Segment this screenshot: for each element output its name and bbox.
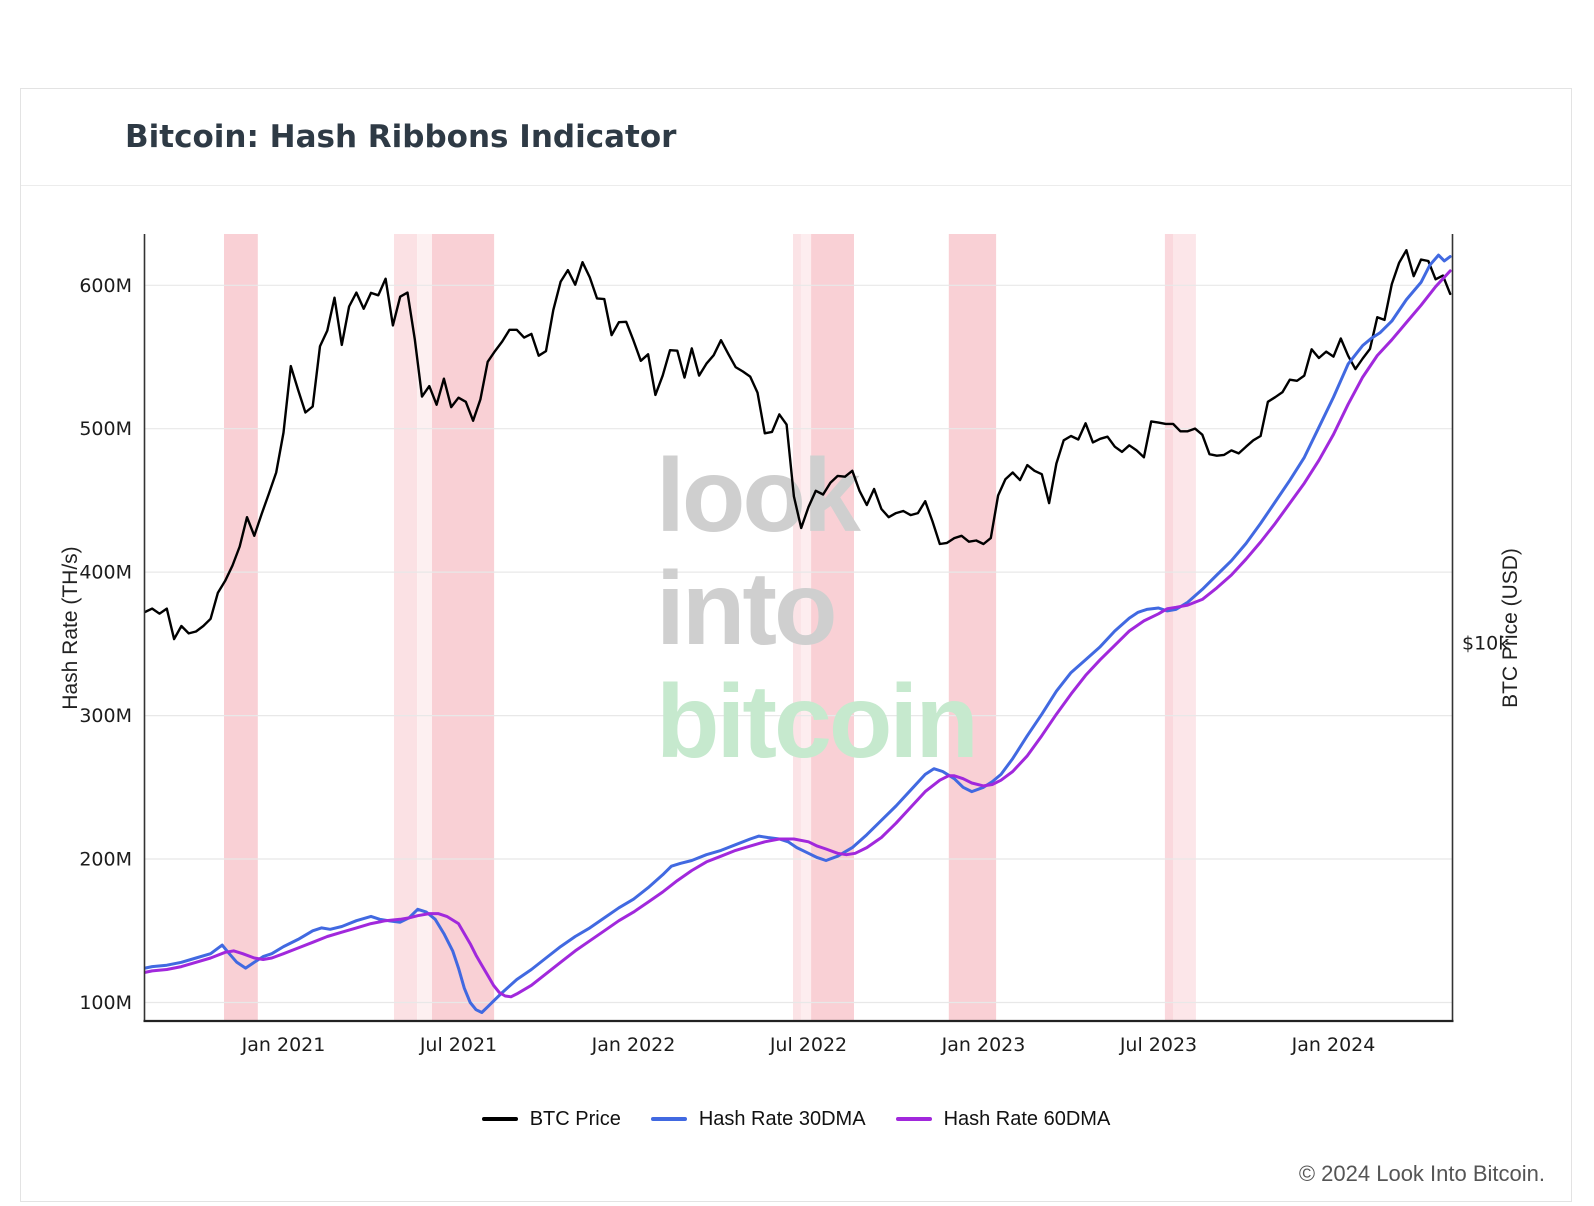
hashrate-30dma-line-swatch bbox=[650, 1117, 687, 1121]
capitulation-band bbox=[793, 234, 801, 1020]
gridlines bbox=[144, 284, 1453, 1004]
capitulation-band bbox=[417, 234, 432, 1020]
right-axis-title: BTC Price (USD) bbox=[1499, 548, 1522, 708]
capitulation-bands bbox=[224, 234, 1196, 1020]
x-axis-tick-label: Jan 2022 bbox=[591, 1034, 676, 1056]
legend-label: Hash Rate 30DMA bbox=[698, 1107, 866, 1130]
legend-item-hashrate-30dma[interactable]: Hash Rate 30DMA bbox=[650, 1107, 866, 1131]
capitulation-band bbox=[948, 234, 997, 1020]
y-axis-tick-label: 300M bbox=[79, 705, 132, 727]
y-axis-tick-label: 400M bbox=[79, 562, 132, 584]
left-axis-title: Hash Rate (TH/s) bbox=[59, 546, 82, 709]
axes: 600M 500M 400M 300M 200M 100M $10k Jan 2021 Jul … bbox=[59, 234, 1522, 1056]
capitulation-band bbox=[394, 234, 417, 1020]
y-axis-tick-label: 600M bbox=[79, 275, 132, 297]
right-axis-tick-label: $10k bbox=[1462, 633, 1509, 655]
x-axis-tick-label: Jul 2023 bbox=[1119, 1034, 1197, 1056]
series-line-hash-rate-30dma bbox=[144, 253, 1452, 1014]
y-axis-tick-label: 100M bbox=[79, 992, 132, 1014]
capitulation-band bbox=[432, 234, 495, 1020]
capitulation-band bbox=[800, 234, 812, 1020]
copyright-text: © 2024 Look Into Bitcoin. bbox=[1298, 1161, 1545, 1186]
capitulation-band bbox=[811, 234, 854, 1020]
series-line-hash-rate-60dma bbox=[144, 269, 1452, 999]
card-header: Bitcoin: Hash Ribbons Indicator bbox=[21, 89, 1571, 186]
x-axis-tick-label: Jan 2023 bbox=[941, 1034, 1026, 1056]
chart-card: Bitcoin: Hash Ribbons Indicator look into… bbox=[20, 88, 1572, 1202]
capitulation-band bbox=[1173, 234, 1196, 1020]
btc-price-line-swatch bbox=[481, 1117, 518, 1121]
x-axis-tick-label: Jul 2021 bbox=[419, 1034, 497, 1056]
x-axis-tick-label: Jan 2024 bbox=[1291, 1034, 1376, 1056]
watermark-text: into bbox=[656, 551, 835, 667]
capitulation-band bbox=[224, 234, 258, 1020]
watermark-text: look bbox=[656, 438, 861, 554]
capitulation-band bbox=[1164, 234, 1174, 1020]
x-axis-tick-label: Jan 2021 bbox=[241, 1034, 326, 1056]
chart-legend: BTC Price Hash Rate 30DMA Hash Rate 60DM… bbox=[21, 1097, 1571, 1141]
chart-area: look into bitcoin 600M 500M 400M 300M 200M 100M $… bbox=[21, 186, 1573, 1061]
y-axis-tick-label: 500M bbox=[79, 418, 132, 440]
legend-label: Hash Rate 60DMA bbox=[943, 1107, 1111, 1130]
hashrate-60dma-line-swatch bbox=[895, 1117, 932, 1121]
series-lines bbox=[144, 249, 1452, 1014]
legend-item-btc-price[interactable]: BTC Price bbox=[481, 1107, 621, 1131]
page-title: Bitcoin: Hash Ribbons Indicator bbox=[125, 119, 677, 155]
legend-label: BTC Price bbox=[529, 1107, 621, 1130]
watermark-text: bitcoin bbox=[656, 664, 976, 780]
legend-item-hashrate-60dma[interactable]: Hash Rate 60DMA bbox=[895, 1107, 1111, 1131]
x-axis-tick-label: Jul 2022 bbox=[769, 1034, 847, 1056]
series-line-btc-price bbox=[144, 249, 1452, 641]
y-axis-tick-label: 200M bbox=[79, 849, 132, 871]
